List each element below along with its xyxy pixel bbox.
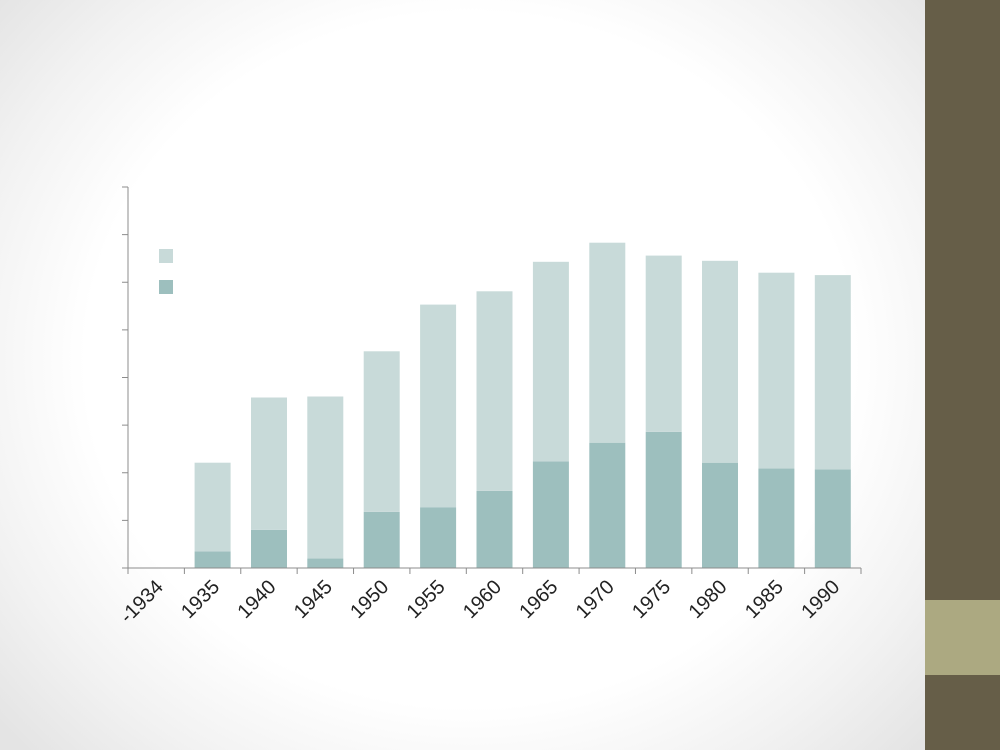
bars <box>194 242 851 568</box>
bar-segment-1960-series-2 <box>476 291 513 491</box>
bar-segment-1955-series-1 <box>420 507 457 568</box>
bar-segment-1945-series-2 <box>307 396 344 559</box>
axes <box>122 186 862 574</box>
bar-segment-1955-series-2 <box>420 304 457 508</box>
bar-segment-1935-series-1 <box>194 551 231 568</box>
bar-segment-1965-series-1 <box>532 461 569 568</box>
bar-segment-1970-series-1 <box>589 442 626 568</box>
x-tick-label: 1945 <box>290 576 337 623</box>
x-tick-label: 1935 <box>177 576 224 623</box>
x-tick-label: 1965 <box>515 576 562 623</box>
x-tick-label: 1960 <box>459 576 506 623</box>
x-tick-label: 1970 <box>572 576 619 623</box>
bar-segment-1985-series-2 <box>758 272 795 469</box>
x-tick-label: 1990 <box>797 576 844 623</box>
bar-segment-1980-series-1 <box>702 462 738 568</box>
bar-segment-1990-series-1 <box>814 469 851 568</box>
bar-segment-1985-series-1 <box>758 468 795 568</box>
x-tick-label: -1934 <box>116 576 168 628</box>
bar-segment-1975-series-2 <box>645 255 682 432</box>
x-tick-label: 1985 <box>741 576 788 623</box>
bar-segment-1950-series-2 <box>363 351 400 512</box>
x-tick-labels: -1934 1935 1940 1945 1950 1955 1960 1965 1970 197… <box>116 576 844 628</box>
bar-segment-1960-series-1 <box>476 490 513 568</box>
bar-segment-1940-series-1 <box>251 529 287 568</box>
x-tick-label: 1975 <box>628 576 675 623</box>
bar-segment-1970-series-2 <box>589 242 626 443</box>
sidebar-accent-block <box>925 600 1000 675</box>
bar-segment-1975-series-1 <box>645 431 682 568</box>
bar-segment-1950-series-1 <box>363 511 400 568</box>
bar-segment-1980-series-2 <box>702 260 738 463</box>
x-tick-label: 1980 <box>685 576 732 623</box>
x-tick-label: 1940 <box>233 576 280 623</box>
bar-segment-1990-series-2 <box>814 275 851 470</box>
bar-segment-1940-series-2 <box>251 397 287 530</box>
legend-swatch-2 <box>159 280 173 294</box>
stacked-bar-chart: -1934 1935 1940 1945 1950 1955 1960 1965 1970 197… <box>116 186 862 628</box>
bar-segment-1945-series-1 <box>307 558 344 568</box>
x-tick-label: 1955 <box>403 576 450 623</box>
bar-segment-1965-series-2 <box>532 261 569 462</box>
bar-segment-1935-series-2 <box>194 462 231 552</box>
legend-swatch-1 <box>159 249 173 263</box>
x-tick-label: 1950 <box>346 576 393 623</box>
legend <box>159 249 173 294</box>
